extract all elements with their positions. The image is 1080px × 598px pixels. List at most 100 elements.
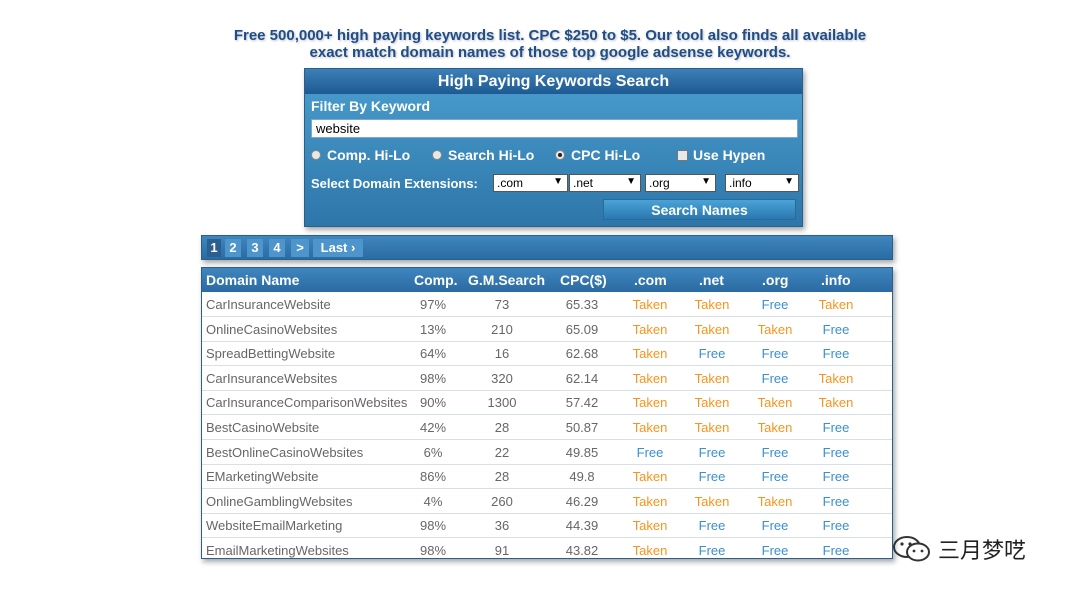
radio-icon xyxy=(311,150,321,160)
table-header: Domain Name Comp. G.M.Search CPC($) .com… xyxy=(202,268,892,292)
cell-info-status: Taken xyxy=(818,395,854,411)
cell-net-status: Free xyxy=(698,444,726,460)
cell-gm-search: 1300 xyxy=(487,395,517,411)
cell-comp: 97% xyxy=(419,297,447,312)
radio-cpc-hi-lo[interactable]: CPC Hi-Lo xyxy=(555,147,640,163)
header-cpc: CPC($) xyxy=(560,272,607,288)
watermark-text: 三月梦呓 xyxy=(938,538,1027,563)
chevron-down-icon: ▼ xyxy=(626,176,636,187)
cell-com-status: Taken xyxy=(632,493,668,509)
cell-cpc: 49.85 xyxy=(565,444,599,460)
select-value: .net xyxy=(573,176,594,190)
cell-domain-name: OnlineCasinoWebsites xyxy=(206,321,338,337)
cell-comp: 98% xyxy=(419,543,447,558)
cell-gm-search: 210 xyxy=(491,321,513,337)
header-com: .com xyxy=(634,272,667,288)
cell-info-status: Free xyxy=(822,444,850,460)
cell-org-status: Free xyxy=(761,444,789,460)
select-ext-com[interactable]: .com ▼ xyxy=(493,174,568,192)
cell-cpc: 43.82 xyxy=(565,543,599,558)
cell-info-status: Free xyxy=(822,420,850,435)
cell-cpc: 65.33 xyxy=(565,297,599,312)
cell-cpc: 57.42 xyxy=(565,395,599,411)
cell-com-status: Taken xyxy=(632,321,668,337)
cell-org-status: Free xyxy=(761,297,789,312)
header-gm-search: G.M.Search xyxy=(468,272,546,288)
cell-com-status: Taken xyxy=(632,395,668,411)
cell-org-status: Taken xyxy=(757,395,793,411)
select-ext-info[interactable]: .info ▼ xyxy=(725,174,799,192)
header-net: .net xyxy=(699,272,724,288)
checkbox-icon xyxy=(677,149,688,161)
cell-info-status: Free xyxy=(822,518,850,534)
cell-org-status: Free xyxy=(761,469,789,485)
keyword-input[interactable] xyxy=(311,119,798,138)
cell-cpc: 65.09 xyxy=(565,321,599,337)
table-row: OnlineCasinoWebsites 13% 210 65.09 Taken Take… xyxy=(202,317,892,342)
radio-label: Search Hi-Lo xyxy=(448,147,535,163)
select-ext-org[interactable]: .org ▼ xyxy=(645,174,716,192)
page-1-link[interactable]: 1 xyxy=(207,239,221,257)
table-row: EmailMarketingWebsites 98% 91 43.82 Taken Fre… xyxy=(202,538,892,563)
use-hyphen-checkbox[interactable]: Use Hypen xyxy=(677,147,765,163)
cell-info-status: Free xyxy=(822,321,850,337)
cell-net-status: Free xyxy=(698,346,726,362)
cell-com-status: Taken xyxy=(632,518,668,534)
table-row: EMarketingWebsite 86% 28 49.8 Taken Free Free F… xyxy=(202,464,892,490)
table-row: WebsiteEmailMarketing 98% 36 44.39 Taken Free… xyxy=(202,513,892,539)
page-4-link[interactable]: 4 xyxy=(269,239,285,257)
cell-info-status: Free xyxy=(822,493,850,509)
cell-cpc: 44.39 xyxy=(565,518,599,534)
cell-domain-name: CarInsuranceWebsites xyxy=(206,370,338,386)
cell-net-status: Taken xyxy=(694,395,730,411)
wechat-icon xyxy=(893,536,930,562)
cell-gm-search: 16 xyxy=(494,346,510,362)
cell-org-status: Free xyxy=(761,346,789,362)
cell-cpc: 46.29 xyxy=(565,493,599,509)
radio-label: CPC Hi-Lo xyxy=(571,147,641,163)
cell-cpc: 50.87 xyxy=(565,420,599,435)
select-ext-net[interactable]: .net ▼ xyxy=(569,174,641,192)
cell-domain-name: BestCasinoWebsite xyxy=(206,420,320,435)
checkbox-label: Use Hypen xyxy=(693,147,766,163)
cell-org-status: Free xyxy=(761,518,789,534)
extensions-label: Select Domain Extensions: xyxy=(311,176,478,191)
cell-gm-search: 22 xyxy=(494,444,510,460)
cell-net-status: Taken xyxy=(694,420,730,435)
table-row: SpreadBettingWebsite 64% 16 62.68 Taken Free F… xyxy=(202,341,892,367)
cell-com-status: Taken xyxy=(632,346,668,362)
cell-info-status: Free xyxy=(822,543,850,558)
cell-domain-name: OnlineGamblingWebsites xyxy=(206,493,353,509)
cell-gm-search: 36 xyxy=(494,518,510,534)
last-page-link[interactable]: Last › xyxy=(313,239,363,257)
select-value: .info xyxy=(729,176,752,190)
cell-gm-search: 320 xyxy=(491,370,513,386)
cell-gm-search: 28 xyxy=(494,469,510,485)
cell-net-status: Taken xyxy=(694,321,730,337)
cell-comp: 90% xyxy=(419,395,447,411)
table-row: BestOnlineCasinoWebsites 6% 22 49.85 Free Fre… xyxy=(202,440,892,465)
cell-comp: 42% xyxy=(419,420,447,435)
page-3-link[interactable]: 3 xyxy=(247,239,263,257)
header-org: .org xyxy=(762,272,789,288)
cell-gm-search: 260 xyxy=(491,493,513,509)
cell-org-status: Free xyxy=(761,543,789,558)
page-2-link[interactable]: 2 xyxy=(225,239,241,257)
cell-gm-search: 73 xyxy=(494,297,510,312)
cell-com-status: Taken xyxy=(632,370,668,386)
cell-net-status: Free xyxy=(698,518,726,534)
search-names-button[interactable]: Search Names xyxy=(603,199,796,220)
cell-domain-name: EMarketingWebsite xyxy=(206,469,319,485)
cell-net-status: Free xyxy=(698,469,726,485)
cell-org-status: Taken xyxy=(757,420,793,435)
cell-org-status: Taken xyxy=(757,493,793,509)
radio-search-hi-lo[interactable]: Search Hi-Lo xyxy=(432,147,534,163)
cell-com-status: Taken xyxy=(632,420,668,435)
cell-cpc: 62.14 xyxy=(565,370,599,386)
cell-com-status: Taken xyxy=(632,297,668,312)
radio-comp-hi-lo[interactable]: Comp. Hi-Lo xyxy=(311,147,410,163)
headline: Free 500,000+ high paying keywords list.… xyxy=(200,27,900,61)
next-page-link[interactable]: > xyxy=(291,239,309,257)
cell-net-status: Taken xyxy=(694,297,730,312)
cell-domain-name: BestOnlineCasinoWebsites xyxy=(206,444,364,460)
